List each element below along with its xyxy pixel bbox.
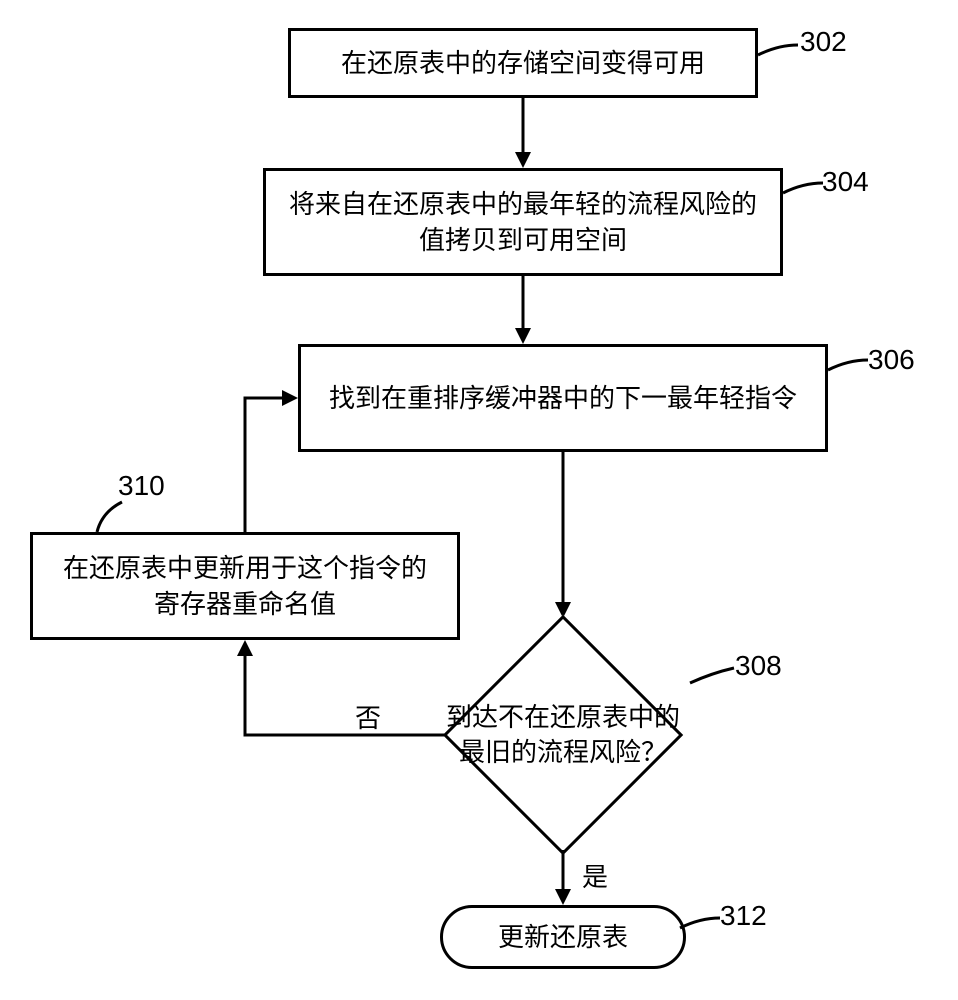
leader-304 [783, 183, 823, 203]
label-310: 310 [118, 470, 165, 502]
terminator-312: 更新还原表 [440, 905, 686, 969]
leader-308 [690, 668, 734, 688]
terminator-312-text: 更新还原表 [498, 919, 628, 955]
label-312: 312 [720, 900, 767, 932]
leader-310 [92, 502, 122, 532]
arrow-306-308 [555, 452, 571, 620]
box-310-text: 在还原表中更新用于这个指令的寄存器重命名值 [53, 550, 437, 623]
flowchart-container: 在还原表中的存储空间变得可用 302 将来自在还原表中的最年轻的流程风险的值拷贝… [0, 0, 958, 1000]
process-box-304: 将来自在还原表中的最年轻的流程风险的值拷贝到可用空间 [263, 168, 783, 276]
edge-label-no: 否 [355, 698, 381, 735]
arrow-310-306 [237, 390, 300, 532]
label-308: 308 [735, 650, 782, 682]
leader-312 [680, 918, 720, 938]
arrow-302-304 [515, 98, 531, 168]
leader-302 [758, 45, 798, 65]
label-302: 302 [800, 26, 847, 58]
arrow-308-312-yes [555, 850, 571, 905]
decision-308-text: 到达不在还原表中的最旧的流程风险？ [444, 700, 682, 770]
box-304-text: 将来自在还原表中的最年轻的流程风险的值拷贝到可用空间 [286, 186, 760, 259]
box-306-text: 找到在重排序缓冲器中的下一最年轻指令 [329, 380, 797, 416]
decision-308: 到达不在还原表中的最旧的流程风险？ [478, 650, 648, 820]
edge-label-yes: 是 [582, 857, 608, 894]
process-box-306: 找到在重排序缓冲器中的下一最年轻指令 [298, 344, 828, 452]
arrow-304-306 [515, 276, 531, 344]
process-box-310: 在还原表中更新用于这个指令的寄存器重命名值 [30, 532, 460, 640]
box-302-text: 在还原表中的存储空间变得可用 [341, 45, 705, 81]
leader-306 [828, 360, 868, 380]
process-box-302: 在还原表中的存储空间变得可用 [288, 28, 758, 98]
arrow-308-310-no [237, 640, 445, 740]
label-306: 306 [868, 344, 915, 376]
label-304: 304 [822, 166, 869, 198]
